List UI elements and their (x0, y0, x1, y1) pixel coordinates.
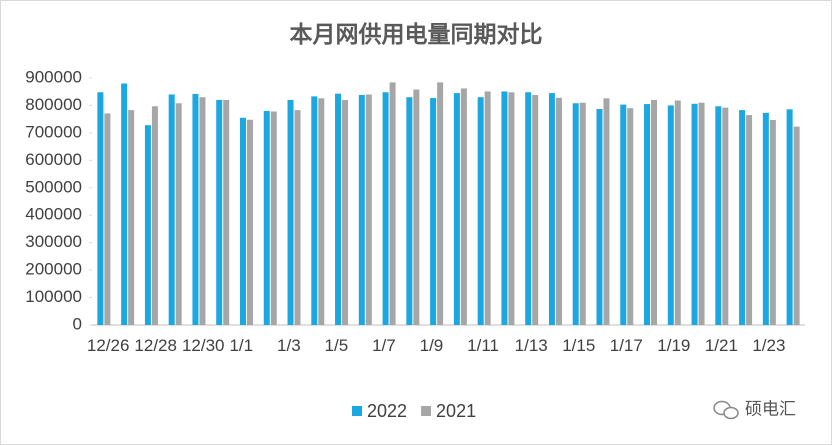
bar (579, 102, 586, 325)
bar (97, 92, 104, 325)
x-tick-label: 12/28 (134, 336, 177, 355)
bar (104, 113, 111, 325)
bar (199, 97, 206, 325)
bar (216, 99, 223, 325)
bar (501, 91, 508, 325)
bar (691, 103, 698, 325)
bar (739, 110, 746, 325)
y-tick-label: 300000 (25, 232, 82, 251)
bar (596, 109, 603, 325)
bar (382, 92, 389, 325)
x-tick-label: 1/17 (609, 336, 643, 355)
bar (555, 97, 562, 325)
bar (532, 95, 539, 325)
watermark-icon (713, 400, 739, 420)
x-tick-label: 1/23 (752, 336, 786, 355)
bar (246, 119, 253, 326)
y-tick-label: 800000 (25, 95, 82, 114)
bar (192, 93, 199, 325)
bar (144, 125, 151, 326)
x-tick-label: 12/30 (181, 336, 225, 355)
bar (335, 93, 342, 325)
bar (651, 99, 658, 325)
bar (168, 94, 175, 325)
bar (311, 96, 318, 325)
bar (358, 95, 365, 325)
bar (627, 108, 634, 325)
bar (239, 117, 246, 326)
y-tick-label: 700000 (25, 122, 82, 141)
x-tick-label: 1/7 (372, 336, 396, 355)
bar (437, 82, 444, 325)
bar (151, 106, 158, 325)
bar (769, 119, 776, 326)
bar (698, 102, 705, 325)
bar (430, 98, 437, 325)
bar (406, 97, 413, 325)
y-tick-label: 900000 (25, 67, 82, 86)
bar (121, 83, 128, 325)
bar (389, 82, 396, 325)
x-tick-label: 1/11 (467, 336, 499, 355)
legend-label: 2021 (436, 401, 476, 421)
x-tick-label: 1/3 (277, 336, 301, 355)
bar (460, 88, 467, 325)
watermark: 硕电汇 (745, 399, 796, 418)
bar (525, 92, 532, 325)
bar (318, 98, 325, 325)
bar (715, 106, 722, 325)
bar (270, 111, 277, 325)
x-tick-label: 1/1 (229, 336, 254, 355)
bar (287, 99, 294, 325)
bar (746, 115, 753, 325)
x-tick-label: 12/26 (86, 336, 130, 355)
x-tick-label: 1/13 (514, 336, 548, 355)
bar (128, 110, 135, 325)
bar (223, 99, 230, 325)
bar (762, 112, 769, 325)
bar (793, 126, 800, 326)
y-tick-label: 500000 (25, 177, 82, 196)
y-tick-label: 400000 (25, 205, 82, 224)
bar (342, 99, 349, 325)
x-tick-label: 1/9 (419, 336, 444, 355)
y-tick-label: 600000 (25, 150, 82, 169)
chart-title: 本月网供用电量同期对比 (290, 21, 543, 47)
bar (413, 89, 420, 325)
bar (477, 97, 484, 325)
bar (603, 98, 610, 325)
bar (786, 109, 793, 325)
bar (263, 110, 270, 325)
y-tick-label: 100000 (25, 287, 82, 306)
x-tick-label: 1/5 (324, 336, 349, 355)
legend-swatch (421, 406, 432, 416)
bar (667, 105, 674, 325)
x-tick-label: 1/21 (704, 336, 738, 355)
bar (572, 103, 579, 325)
bar (548, 93, 555, 325)
x-tick-label: 1/19 (657, 336, 691, 355)
bar (484, 91, 491, 325)
bar (620, 104, 627, 325)
y-tick-label: 0 (73, 314, 82, 333)
bar (453, 93, 460, 325)
y-tick-label: 200000 (25, 260, 82, 279)
bar (175, 103, 182, 325)
bar (722, 107, 729, 325)
bar (674, 100, 681, 325)
bar (365, 94, 372, 325)
x-tick-label: 1/15 (562, 336, 596, 355)
legend-swatch (352, 406, 362, 416)
bar (644, 104, 651, 325)
legend-label: 2022 (367, 401, 407, 421)
bar (294, 110, 301, 325)
bar (508, 92, 515, 325)
